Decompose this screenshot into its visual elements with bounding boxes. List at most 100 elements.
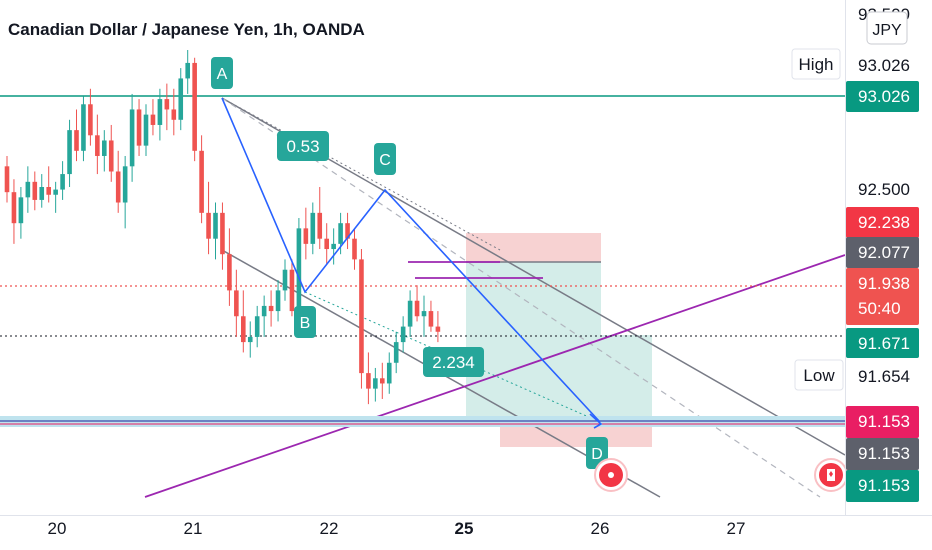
- economic-event-icon: [594, 458, 628, 492]
- candle-body: [11, 192, 17, 224]
- high-line-price-bg: [846, 81, 919, 112]
- candle: [407, 290, 413, 337]
- candle: [18, 187, 24, 239]
- candle: [164, 83, 170, 131]
- pattern-label-text: A: [217, 66, 228, 83]
- candle-body: [95, 135, 100, 156]
- candle: [213, 202, 218, 260]
- stop-price-bg: [846, 207, 919, 238]
- candle-body: [414, 300, 420, 317]
- candle-body: [400, 326, 406, 343]
- candle-body: [247, 336, 253, 343]
- candle: [39, 174, 45, 208]
- candle: [275, 280, 281, 322]
- candle: [25, 166, 31, 213]
- candle-body: [261, 305, 267, 317]
- candle: [157, 88, 163, 141]
- candle: [32, 171, 38, 211]
- candle-body: [171, 109, 177, 120]
- candle-body: [366, 373, 371, 389]
- candle-body: [88, 104, 93, 136]
- candle: [143, 104, 149, 156]
- candle: [366, 352, 371, 405]
- candle-body: [67, 130, 72, 175]
- candle: [352, 228, 357, 270]
- candle-body: [32, 181, 38, 200]
- target-price-2-bg: [846, 438, 919, 470]
- candle: [150, 99, 156, 136]
- candle-body: [81, 104, 86, 151]
- candle-body: [185, 62, 190, 79]
- horizontal-levels: [0, 95, 845, 427]
- low-price: 91.654: [858, 367, 910, 386]
- candle: [220, 202, 225, 270]
- ratio-label-box: [277, 131, 329, 161]
- ratio-label-2: 2.234: [423, 347, 484, 377]
- entry-price: 92.077: [846, 237, 919, 268]
- candle: [171, 88, 177, 136]
- candle-body: [199, 150, 204, 213]
- abcd-path: [221, 97, 601, 423]
- ratio-label-text: 2.234: [432, 353, 475, 372]
- candle: [310, 202, 316, 255]
- candle-body: [206, 212, 211, 239]
- stop-price-text: 92.238: [858, 213, 910, 232]
- candle: [178, 68, 184, 131]
- candle: [289, 259, 295, 317]
- candle: [199, 135, 204, 224]
- candle-body: [143, 114, 149, 146]
- risk-reward-zones: [466, 233, 652, 447]
- candle-body: [39, 187, 45, 200]
- candle-body: [60, 174, 65, 190]
- candle: [234, 269, 239, 337]
- x-tick-label: 25: [455, 519, 474, 538]
- pattern-point-c: C: [374, 143, 396, 175]
- candle: [254, 305, 260, 348]
- high-line-price-text: 93.026: [858, 87, 910, 106]
- entry-price-text: 92.077: [858, 243, 910, 262]
- candle: [386, 352, 392, 394]
- candle: [268, 290, 274, 327]
- time-axis[interactable]: 20 21 22 25 26 27: [48, 519, 746, 538]
- candle-body: [136, 109, 142, 146]
- candle-body: [164, 99, 170, 110]
- ratio-ac-dotted: [221, 97, 501, 251]
- currency-button[interactable]: JPY: [866, 11, 908, 45]
- x-tick-label: 21: [184, 519, 203, 538]
- candle-body: [234, 290, 239, 317]
- price-axis[interactable]: 93.50092.500JPYHigh93.02693.02692.23892.…: [791, 5, 919, 502]
- candle-body: [338, 223, 343, 244]
- maple-leaf-icon: [829, 471, 833, 477]
- candle-body: [296, 228, 302, 312]
- candle: [247, 321, 253, 358]
- candle: [414, 285, 420, 322]
- candle: [67, 119, 72, 187]
- candle-body: [310, 212, 316, 244]
- candle: [11, 179, 17, 244]
- candle: [400, 316, 406, 353]
- candle-body: [122, 166, 128, 203]
- candle-body: [157, 99, 163, 125]
- target-price-3-bg: [846, 470, 919, 502]
- candles: [4, 49, 441, 405]
- pattern-label-text: C: [379, 152, 391, 169]
- candle-body: [421, 311, 427, 317]
- x-tick-label: 27: [727, 519, 746, 538]
- candle-body: [386, 362, 392, 384]
- candle-body: [359, 259, 364, 374]
- candle-body: [46, 187, 51, 195]
- candle: [296, 218, 302, 322]
- candle: [435, 311, 441, 343]
- candle: [227, 228, 232, 306]
- entry-price-bg: [846, 237, 919, 268]
- high-price: 93.026: [858, 56, 910, 75]
- target-price-1-bg: [846, 406, 919, 438]
- candle-body: [129, 109, 135, 167]
- pattern-label-text: D: [591, 446, 603, 463]
- y-tick-label: 92.500: [858, 180, 910, 199]
- candle-body: [178, 78, 184, 120]
- ratio-label-text: 0.53: [286, 137, 319, 156]
- candle: [261, 295, 267, 337]
- target-price-1: 91.153: [846, 406, 919, 438]
